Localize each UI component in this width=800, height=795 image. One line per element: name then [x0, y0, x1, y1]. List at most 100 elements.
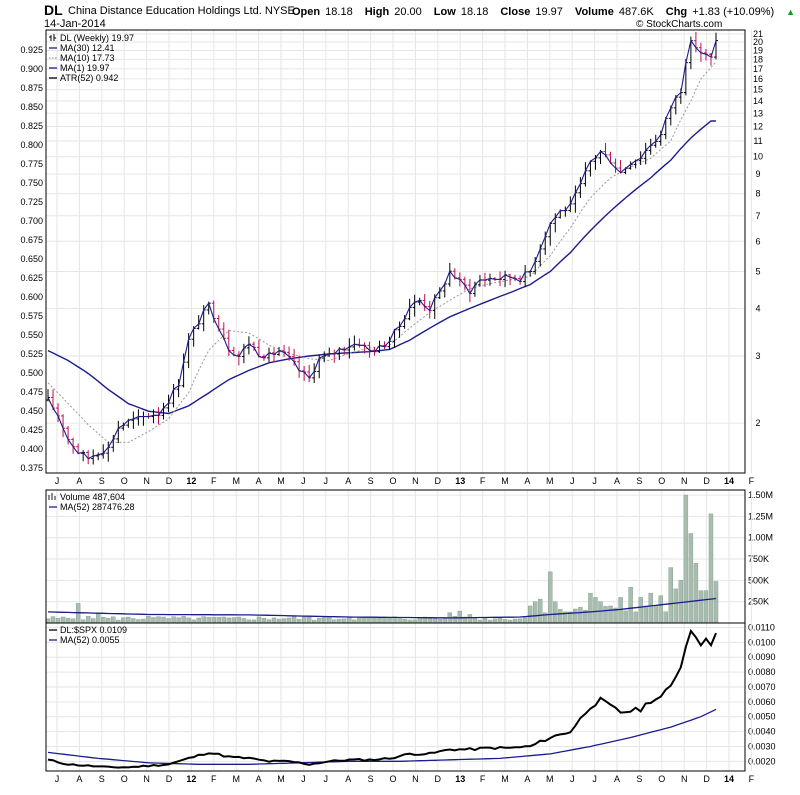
price-left-tick-label: 0.550 — [20, 330, 43, 340]
ohlc-bar — [71, 437, 76, 454]
price-x-tick-label: A — [345, 476, 351, 486]
quote-value: 487.6K — [615, 6, 654, 18]
price-left-tick-label: 0.750 — [20, 178, 43, 188]
volume-bar — [593, 597, 598, 624]
ratio-x-tick-label: M — [232, 774, 240, 784]
ticker-symbol: DL — [44, 2, 63, 18]
volume-bar — [161, 616, 166, 624]
volume-bar — [146, 615, 151, 624]
price-left-tick-label: 0.400 — [20, 444, 43, 454]
volume-bar — [402, 619, 407, 624]
price-left-tick-label: 0.900 — [20, 64, 43, 74]
volume-bar — [337, 618, 342, 624]
volume-bar — [186, 617, 191, 624]
volume-bar — [532, 601, 538, 624]
price-x-tick-label: O — [658, 476, 665, 486]
price-x-tick-label: S — [636, 476, 642, 486]
price-x-tick-label: A — [256, 476, 262, 486]
volume-tick-label: 750K — [748, 554, 769, 564]
volume-bar — [126, 616, 131, 624]
price-left-tick-label: 0.575 — [20, 311, 43, 321]
chart-header: DL China Distance Education Holdings Ltd… — [0, 0, 800, 30]
ratio-ma52-line — [47, 708, 717, 765]
price-right-tick-label: 13 — [753, 108, 763, 118]
price-right-tick-label: 21 — [753, 29, 763, 39]
ohlc-bar — [543, 231, 548, 255]
volume-bar — [502, 619, 508, 624]
ratio-x-tick-label: S — [99, 774, 105, 784]
volume-bar — [548, 571, 553, 624]
volume-bar — [558, 609, 563, 624]
price-left-tick-label: 0.625 — [20, 273, 43, 283]
ratio-panel: 0.0020 0.0030 0.0040 0.0050 0.0060 0.0070 0.00… — [45, 622, 776, 784]
ratio-x-tick-label: O — [389, 774, 396, 784]
volume-bar — [317, 617, 322, 624]
volume-tick-label: 250K — [748, 597, 769, 607]
volume-bar — [241, 618, 247, 624]
price-right-tick-label: 9 — [755, 169, 760, 179]
company-name-text: China Distance Education Holdings Ltd. — [68, 5, 262, 17]
price-x-tick-label: F — [480, 476, 486, 486]
ratio-tick-label: 0.0070 — [748, 682, 776, 692]
price-left-tick-label: 0.850 — [20, 102, 43, 112]
price-x-tick-label: J — [592, 476, 597, 486]
quote-label: Open — [292, 6, 321, 18]
quote-value: +1.83 (+10.09%) — [689, 6, 775, 18]
ratio-x-tick-label: S — [368, 774, 374, 784]
quote-label: Close — [500, 6, 531, 18]
price-left-tick-label: 0.500 — [20, 368, 43, 378]
price-x-tick-label: F — [749, 476, 755, 486]
ratio-tick-label: 0.0090 — [748, 652, 776, 662]
price-left-tick-label: 0.875 — [20, 83, 43, 93]
volume-bar — [367, 616, 372, 624]
volume-legend-entry: Volume 487,604 — [60, 492, 125, 502]
volume-bar — [633, 611, 638, 624]
ohlc-bar — [111, 434, 116, 452]
ratio-x-tick-label: F — [480, 774, 486, 784]
ohlc-bar — [523, 264, 528, 288]
volume-bar — [131, 618, 136, 624]
ohlc-bar — [196, 315, 201, 330]
ratio-x-tick-label: 13 — [455, 774, 465, 784]
price-right-tick-label: 8 — [755, 189, 760, 199]
volume-bar — [276, 618, 282, 624]
volume-bar — [472, 617, 478, 624]
volume-bar — [673, 588, 679, 624]
volume-bar — [357, 617, 362, 624]
volume-bar — [427, 618, 432, 624]
volume-bar — [437, 619, 442, 624]
volume-bar — [648, 592, 653, 624]
ratio-x-tick-label: J — [324, 774, 329, 784]
volume-bar — [678, 580, 684, 624]
price-frame — [45, 29, 746, 474]
price-x-tick-label: F — [211, 476, 217, 486]
ohlc-bar — [327, 347, 332, 357]
price-left-tick-label: 0.375 — [20, 463, 43, 473]
volume-bar — [236, 616, 242, 624]
price-x-tick-label: N — [412, 476, 419, 486]
ratio-x-tick-label: F — [211, 774, 217, 784]
ratio-x-tick-label: N — [143, 774, 150, 784]
volume-bar — [618, 597, 623, 624]
volume-bar — [65, 617, 71, 624]
ohlc-bar — [518, 275, 523, 285]
quote-value: 19.97 — [532, 6, 563, 18]
quote-date: 14-Jan-2014 — [44, 18, 106, 30]
price-legend-entry: DL (Weekly) 19.97 — [60, 33, 134, 43]
volume-bar — [231, 617, 237, 624]
volume-bar — [628, 586, 633, 624]
ohlc-bar — [297, 355, 302, 378]
price-x-tick-label: A — [614, 476, 620, 486]
volume-bar — [663, 611, 668, 624]
ma30-line — [47, 120, 716, 415]
price-left-tick-label: 0.450 — [20, 406, 43, 416]
ratio-tick-label: 0.0030 — [748, 741, 776, 751]
volume-bar — [377, 618, 382, 624]
stockcharts-brand: © StockCharts.com — [636, 19, 723, 30]
ratio-x-tick-label: M — [277, 774, 285, 784]
volume-bar — [216, 617, 221, 624]
volume-bar — [85, 616, 91, 624]
ratio-x-tick-label: D — [435, 774, 442, 784]
volume-bar — [121, 617, 126, 624]
